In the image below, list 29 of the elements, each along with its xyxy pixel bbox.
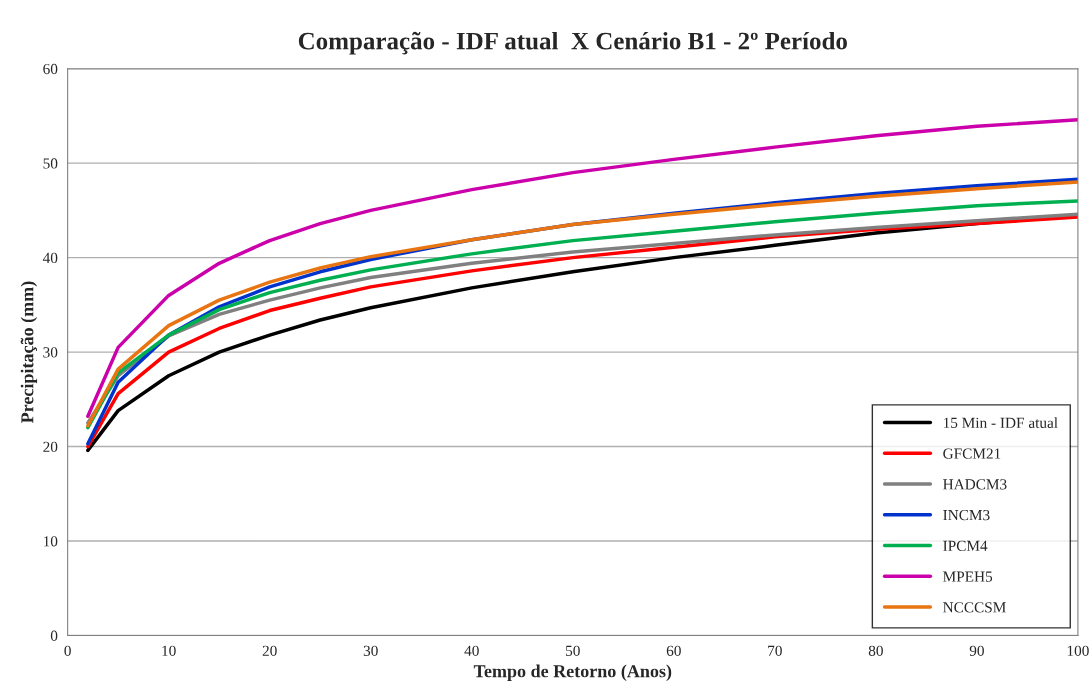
legend-label: HADCM3: [943, 479, 1007, 490]
y-tick-label: 20: [43, 441, 58, 452]
y-tick-label: 40: [42, 252, 58, 264]
y-axis-title: Precipitação (mm): [20, 281, 38, 424]
chart-title: Comparação - IDF atual X Cenário B1 - 2º Período: [298, 31, 847, 55]
y-tick-label: 10: [43, 536, 58, 547]
x-tick-label: 30: [363, 645, 378, 656]
legend-label: NCCCSM: [943, 602, 1006, 613]
legend-label: GFCM21: [943, 448, 1001, 459]
x-tick-label: 80: [868, 645, 883, 656]
x-tick-label: 50: [566, 645, 580, 656]
y-tick-label: 50: [43, 158, 58, 169]
x-axis-title: Tempo de Retorno (Anos): [473, 664, 672, 681]
x-tick-label: 0: [64, 645, 71, 656]
x-tick-label: 100: [1067, 645, 1089, 656]
y-tick-label: 60: [43, 63, 58, 75]
legend-label: 15 Min - IDF atual: [943, 417, 1058, 428]
x-tick-label: 10: [162, 645, 176, 656]
x-tick-label: 90: [969, 645, 984, 656]
x-tick-label: 70: [768, 645, 782, 656]
line-series: [86, 117, 1078, 419]
x-tick-label: 60: [666, 645, 681, 656]
x-tick-label: 40: [464, 645, 479, 656]
legend-label: IPCM4: [943, 540, 988, 551]
y-tick-label: 30: [43, 347, 58, 358]
y-tick-label: 0: [50, 630, 58, 641]
x-tick-label: 20: [262, 645, 277, 656]
legend-label: INCM3: [943, 509, 990, 521]
legend-label: MPEH5: [943, 571, 993, 582]
